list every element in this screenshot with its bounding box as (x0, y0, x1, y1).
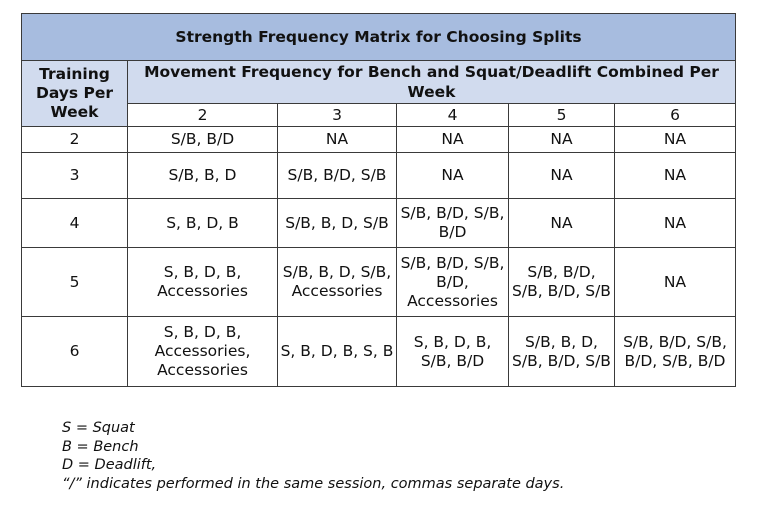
days-cell: 3 (21, 152, 128, 199)
matrix-cell: S/B, B, D, S/B (277, 198, 397, 248)
legend-squat: S = Squat (62, 420, 135, 436)
matrix-cell: S/B, B/D, S/B, B/D (396, 198, 509, 248)
col-header-2: 2 (127, 103, 278, 127)
matrix-cell: NA (614, 247, 736, 317)
matrix-cell: S/B, B/D, S/B, B/D, S/B (508, 247, 615, 317)
days-cell: 6 (21, 316, 128, 387)
col-group-header: Movement Frequency for Bench and Squat/D… (127, 60, 736, 104)
matrix-cell: S/B, B/D, S/B, B/D, S/B, B/D (614, 316, 736, 387)
matrix-cell: S, B, D, B, S/B, B/D (396, 316, 509, 387)
matrix-cell: S/B, B/D (127, 126, 278, 153)
days-cell: 5 (21, 247, 128, 317)
matrix-cell: NA (614, 198, 736, 248)
table-row: 4 S, B, D, B S/B, B, D, S/B S/B, B/D, S/… (21, 198, 736, 248)
matrix-cell: S/B, B/D, S/B (277, 152, 397, 199)
matrix-table: Strength Frequency Matrix for Choosing S… (21, 13, 736, 387)
table-row: 6 S, B, D, B, Accessories, Accessories S… (21, 316, 736, 387)
col-header-5: 5 (508, 103, 615, 127)
matrix-cell: S/B, B, D (127, 152, 278, 199)
matrix-cell: NA (508, 198, 615, 248)
legend-notes: S = Squat B = Bench D = Deadlift, “/” in… (62, 419, 564, 493)
matrix-cell: NA (614, 126, 736, 153)
table-row: 5 S, B, D, B, Accessories S/B, B, D, S/B… (21, 247, 736, 317)
title-row: Strength Frequency Matrix for Choosing S… (21, 13, 736, 61)
table-row: 3 S/B, B, D S/B, B/D, S/B NA NA NA (21, 152, 736, 199)
matrix-cell: NA (396, 126, 509, 153)
header-row: Training Days Per Week Movement Frequenc… (21, 60, 736, 127)
matrix-cell: NA (277, 126, 397, 153)
matrix-cell: S, B, D, B, S, B (277, 316, 397, 387)
col-header-6: 6 (614, 103, 736, 127)
matrix-cell: NA (508, 126, 615, 153)
matrix-cell: S/B, B, D, S/B, B/D, S/B (508, 316, 615, 387)
matrix-cell: NA (508, 152, 615, 199)
legend-separator-note: “/” indicates performed in the same sess… (62, 475, 565, 492)
col-header-3: 3 (277, 103, 397, 127)
matrix-cell: S/B, B/D, S/B, B/D, Accessories (396, 247, 509, 317)
matrix-cell: S, B, D, B, Accessories (127, 247, 278, 317)
row-header: Training Days Per Week (21, 60, 128, 127)
table-title: Strength Frequency Matrix for Choosing S… (21, 13, 736, 61)
col-header-4: 4 (396, 103, 509, 127)
column-number-row: 2 3 4 5 6 (22, 103, 736, 127)
row-header-label: Training Days Per Week (35, 65, 114, 121)
matrix-cell: S, B, D, B, Accessories, Accessories (127, 316, 278, 387)
matrix-cell: NA (614, 152, 736, 199)
days-cell: 4 (21, 198, 128, 248)
legend-deadlift: D = Deadlift, (62, 457, 157, 473)
strength-frequency-matrix: Strength Frequency Matrix for Choosing S… (21, 13, 736, 387)
matrix-cell: NA (396, 152, 509, 199)
legend-bench: B = Bench (62, 438, 139, 455)
table-row: 2 S/B, B/D NA NA NA NA (21, 126, 736, 153)
matrix-cell: S/B, B, D, S/B, Accessories (277, 247, 397, 317)
matrix-cell: S, B, D, B (127, 198, 278, 248)
days-cell: 2 (21, 126, 128, 153)
